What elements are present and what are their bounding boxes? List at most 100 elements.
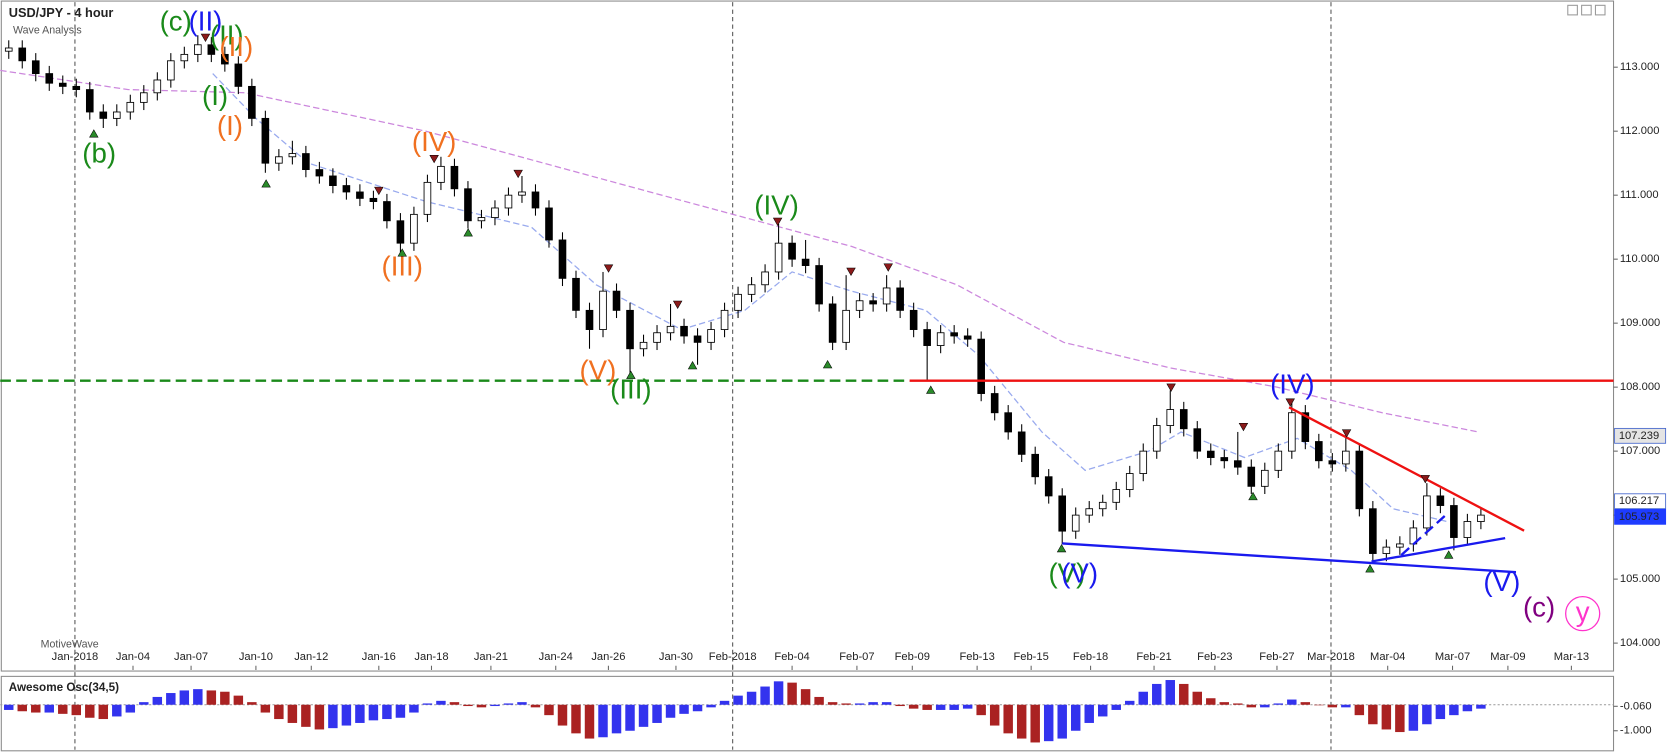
wave-label: (IV) bbox=[754, 190, 799, 221]
osc-bar bbox=[1016, 704, 1027, 739]
candle-body bbox=[423, 181, 432, 215]
candle-body bbox=[680, 325, 688, 337]
osc-bar bbox=[125, 704, 136, 713]
y-tick-label: 109.000 bbox=[1620, 317, 1660, 329]
candle-body bbox=[1058, 495, 1067, 532]
osc-bar bbox=[139, 702, 149, 705]
osc-bar bbox=[206, 690, 217, 705]
price-marker-label: 105.973 bbox=[1619, 511, 1659, 523]
osc-bar bbox=[922, 704, 932, 710]
control[interactable] bbox=[1594, 4, 1606, 16]
x-tick-label: Mar-04 bbox=[1370, 651, 1405, 663]
candle-body bbox=[828, 303, 837, 343]
price-marker-label: 106.217 bbox=[1619, 495, 1659, 507]
osc-bar bbox=[1435, 704, 1446, 720]
candle-body bbox=[1179, 409, 1188, 430]
osc-bar bbox=[584, 704, 595, 739]
candle-body bbox=[410, 213, 418, 244]
candle-body bbox=[626, 309, 634, 350]
wave-label: (I) bbox=[217, 110, 243, 141]
osc-bar bbox=[166, 693, 176, 705]
osc-bar bbox=[260, 704, 271, 713]
osc-bar bbox=[422, 703, 433, 705]
osc-bar bbox=[665, 704, 676, 718]
candle-body bbox=[315, 169, 324, 177]
wave-label: (c) bbox=[160, 6, 192, 37]
candle-body bbox=[329, 175, 337, 186]
candle-body bbox=[4, 47, 13, 52]
x-tick-label: Jan-07 bbox=[174, 651, 208, 663]
control[interactable] bbox=[1567, 4, 1578, 16]
osc-bar bbox=[976, 704, 986, 716]
osc-bar bbox=[112, 704, 122, 717]
osc-bar bbox=[355, 704, 365, 723]
candle-body bbox=[639, 341, 648, 350]
candle-body bbox=[167, 60, 175, 81]
candle-body bbox=[612, 290, 621, 311]
osc-bar bbox=[31, 704, 41, 713]
candle-body bbox=[774, 242, 783, 273]
candle-body bbox=[936, 332, 945, 346]
osc-bar bbox=[1408, 704, 1419, 731]
osc-bar bbox=[692, 704, 703, 712]
fractal-high bbox=[1166, 383, 1176, 392]
oscillator-panel bbox=[0, 675, 1615, 752]
candle-body bbox=[1436, 495, 1445, 506]
osc-bar bbox=[71, 704, 82, 716]
candle-body bbox=[545, 207, 553, 241]
wave-label: (III) bbox=[382, 250, 423, 281]
osc-bar bbox=[1192, 691, 1202, 705]
candle-body bbox=[302, 153, 310, 171]
x-tick-label: Jan-24 bbox=[539, 651, 573, 663]
osc-bar bbox=[1125, 700, 1135, 705]
fractal-low bbox=[89, 129, 99, 138]
osc-bar bbox=[746, 691, 757, 705]
candle-body bbox=[1125, 473, 1134, 490]
price-panel bbox=[0, 0, 1615, 672]
fractal-low bbox=[926, 385, 936, 394]
osc-bar bbox=[1462, 704, 1473, 712]
candle-body bbox=[896, 287, 904, 311]
window-controls[interactable] bbox=[1567, 4, 1606, 16]
x-tick-label: Jan-04 bbox=[116, 651, 150, 663]
control[interactable] bbox=[1581, 4, 1592, 16]
osc-bar bbox=[881, 702, 892, 705]
osc-bar bbox=[395, 704, 406, 718]
candle-body bbox=[1031, 453, 1040, 478]
osc-bar bbox=[719, 700, 730, 705]
osc-bar bbox=[787, 682, 797, 705]
x-tick-label: Jan-16 bbox=[362, 651, 396, 663]
osc-bar bbox=[544, 704, 554, 716]
wave-label: (c) bbox=[1523, 592, 1555, 623]
candle-body bbox=[923, 329, 931, 346]
osc-bar bbox=[476, 704, 487, 708]
osc-bar bbox=[638, 704, 649, 727]
osc-bar bbox=[1368, 704, 1378, 725]
candle-body bbox=[842, 309, 850, 343]
x-tick-label: Mar-2018 bbox=[1307, 651, 1355, 663]
osc-bar bbox=[800, 689, 811, 705]
x-tick-label: Feb-09 bbox=[895, 651, 930, 663]
osc-bar bbox=[1206, 698, 1216, 705]
osc-bar bbox=[1381, 704, 1392, 730]
osc-bar bbox=[382, 704, 392, 720]
candle-body bbox=[1315, 441, 1323, 462]
candle-body bbox=[1301, 412, 1310, 442]
candle-body bbox=[491, 207, 499, 218]
x-tick-label: Feb-27 bbox=[1259, 651, 1294, 663]
osc-bar bbox=[989, 704, 1000, 726]
osc-bar bbox=[1287, 699, 1297, 705]
osc-bar bbox=[1070, 704, 1081, 731]
osc-bar bbox=[949, 704, 959, 710]
candle-body bbox=[693, 335, 702, 343]
osc-bar bbox=[1341, 704, 1351, 708]
wave-label: (I) bbox=[202, 80, 228, 111]
candle-body bbox=[72, 85, 81, 91]
fractal-high bbox=[513, 169, 523, 179]
x-tick-label: Feb-23 bbox=[1197, 651, 1232, 663]
osc-bar bbox=[1098, 704, 1108, 717]
candle-body bbox=[869, 300, 877, 305]
osc-bar bbox=[85, 704, 95, 718]
chart-title: USD/JPY - 4 hour bbox=[9, 5, 114, 20]
x-tick-label: Jan-10 bbox=[239, 651, 273, 663]
